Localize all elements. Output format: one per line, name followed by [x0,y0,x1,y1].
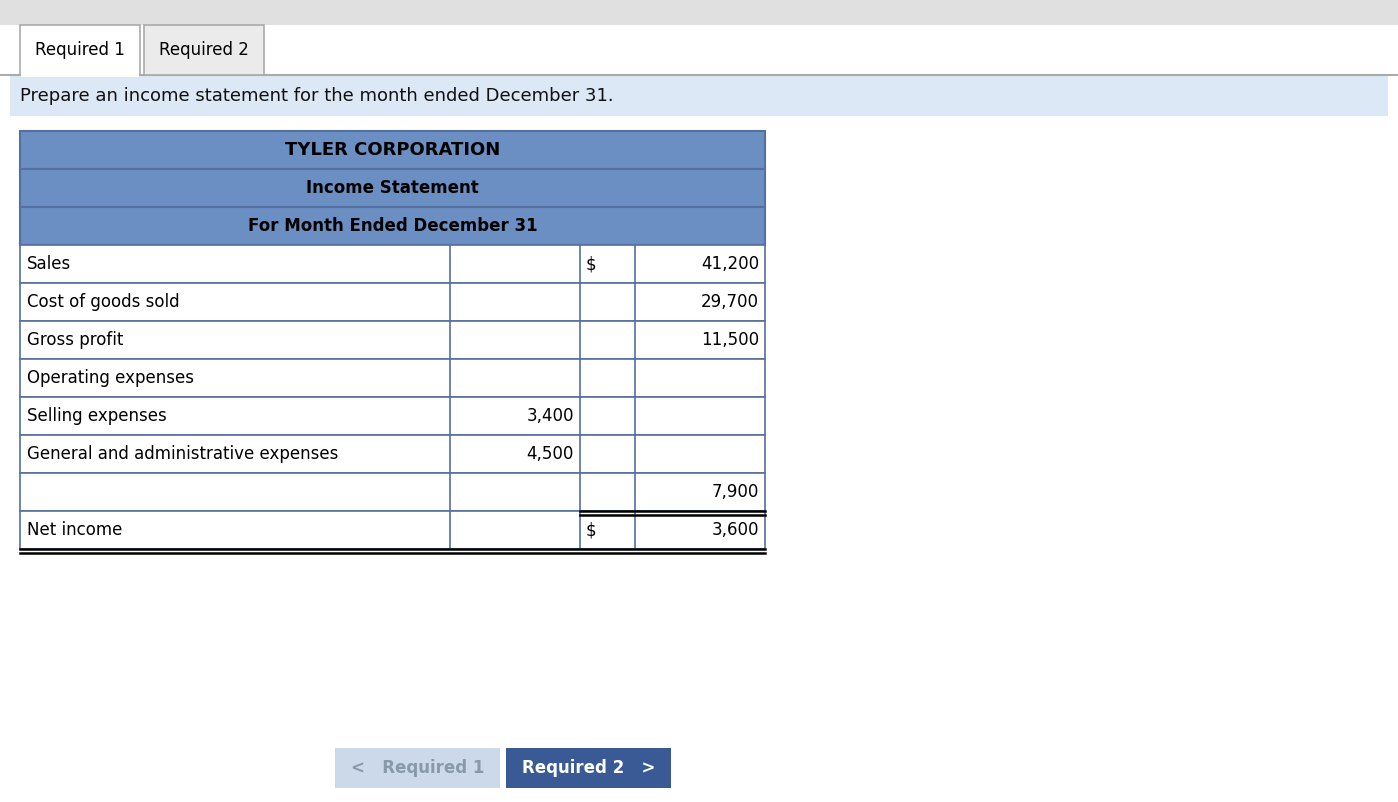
Text: 7,900: 7,900 [712,483,759,501]
Text: $: $ [586,521,597,539]
FancyBboxPatch shape [20,283,765,321]
FancyBboxPatch shape [20,207,765,245]
Text: Cost of goods sold: Cost of goods sold [27,293,179,311]
Text: $: $ [586,255,597,273]
Text: Prepare an income statement for the month ended December 31.: Prepare an income statement for the mont… [20,87,614,105]
Text: 3,600: 3,600 [712,521,759,539]
FancyBboxPatch shape [20,397,765,435]
Text: 3,400: 3,400 [527,407,575,425]
Text: General and administrative expenses: General and administrative expenses [27,445,338,463]
FancyBboxPatch shape [336,748,500,788]
FancyBboxPatch shape [20,131,765,169]
Text: Gross profit: Gross profit [27,331,123,349]
Text: 41,200: 41,200 [700,255,759,273]
FancyBboxPatch shape [20,435,765,473]
FancyBboxPatch shape [21,74,138,77]
Text: Required 2: Required 2 [159,41,249,59]
FancyBboxPatch shape [20,511,765,549]
Text: Income Statement: Income Statement [306,179,480,197]
Text: Sales: Sales [27,255,71,273]
FancyBboxPatch shape [20,169,765,207]
Text: Required 2   >: Required 2 > [521,759,656,777]
FancyBboxPatch shape [20,359,765,397]
FancyBboxPatch shape [20,245,765,283]
Text: Required 1: Required 1 [35,41,124,59]
FancyBboxPatch shape [20,25,140,75]
FancyBboxPatch shape [10,76,1388,116]
FancyBboxPatch shape [0,25,1398,802]
Text: For Month Ended December 31: For Month Ended December 31 [247,217,537,235]
Text: 11,500: 11,500 [700,331,759,349]
Text: TYLER CORPORATION: TYLER CORPORATION [285,141,500,159]
Text: 4,500: 4,500 [527,445,575,463]
FancyBboxPatch shape [20,473,765,511]
FancyBboxPatch shape [0,0,1398,25]
Text: Operating expenses: Operating expenses [27,369,194,387]
Text: <   Required 1: < Required 1 [351,759,484,777]
Text: Net income: Net income [27,521,123,539]
Text: Selling expenses: Selling expenses [27,407,166,425]
Text: 29,700: 29,700 [700,293,759,311]
FancyBboxPatch shape [506,748,671,788]
FancyBboxPatch shape [144,25,264,75]
FancyBboxPatch shape [20,321,765,359]
